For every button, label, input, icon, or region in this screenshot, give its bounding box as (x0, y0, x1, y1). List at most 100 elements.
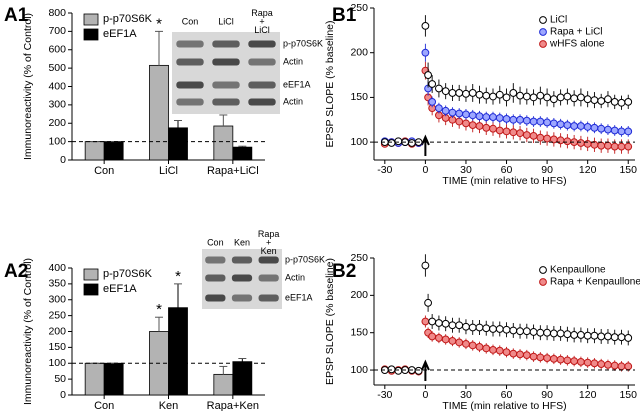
data-point (570, 122, 579, 130)
data-point (509, 128, 518, 137)
data-point (468, 89, 477, 97)
data-point (610, 361, 619, 370)
y-tick-label: 200 (48, 117, 66, 129)
data-point (424, 298, 432, 307)
data-point (509, 326, 518, 335)
data-point (536, 328, 545, 337)
data-point (617, 362, 626, 371)
data-point (428, 97, 437, 106)
y-tick-label: 700 (48, 25, 66, 37)
data-point (424, 71, 432, 79)
data-point (583, 140, 592, 148)
x-tick-label: Rapa+Ken (207, 400, 259, 411)
legend-label: Kenpaullone (550, 265, 606, 276)
data-point (549, 354, 558, 363)
data-point (509, 115, 518, 124)
data-point (610, 97, 619, 106)
data-point (394, 366, 403, 375)
data-point (563, 92, 572, 101)
data-point (489, 92, 497, 101)
data-point (462, 89, 470, 98)
blot-row-label: Actin (285, 272, 305, 282)
data-point (536, 91, 545, 100)
data-point (549, 95, 558, 104)
data-point (610, 333, 619, 342)
data-point (475, 122, 484, 130)
data-point (604, 95, 612, 104)
data-point (610, 126, 619, 135)
data-point (563, 356, 572, 365)
y-tick-label: 800 (48, 7, 66, 19)
panel-label: A1 (4, 5, 29, 26)
data-point (556, 355, 565, 364)
data-point (597, 360, 606, 368)
blot-row-label: eEF1A (283, 79, 311, 89)
data-point (570, 331, 579, 339)
data-point (462, 322, 470, 331)
legend-marker (539, 16, 547, 24)
data-point (529, 328, 538, 336)
data-point (495, 90, 504, 99)
significance-mark: * (156, 15, 162, 32)
data-point (570, 357, 579, 365)
bar (149, 64, 169, 161)
data-point (455, 89, 464, 97)
error-bar (238, 357, 247, 362)
y-tick-label: 600 (48, 44, 66, 56)
legend-marker (539, 278, 547, 286)
data-point (563, 330, 572, 339)
blot-band (231, 294, 253, 302)
legend-label: eEF1A (103, 283, 137, 295)
data-point (624, 97, 633, 106)
y-tick-label: 500 (48, 62, 66, 74)
data-point (462, 340, 470, 348)
data-point (441, 335, 450, 344)
data-point (624, 362, 633, 371)
blot-column-label: Rapa (251, 8, 273, 18)
legend-swatch (83, 13, 99, 26)
y-tick-label: 250 (48, 309, 66, 321)
y-tick-label: 0 (60, 154, 66, 166)
y-tick-label: 200 (48, 325, 66, 337)
blot-band (212, 81, 240, 89)
data-point (441, 319, 450, 328)
data-point (577, 357, 585, 366)
blot-column-label: + (266, 237, 271, 247)
data-point (522, 116, 531, 125)
blot-column-label: Ken (261, 246, 277, 256)
data-point (604, 125, 612, 134)
x-tick-label: 90 (541, 164, 553, 176)
y-tick-label: 400 (48, 80, 66, 92)
data-point (441, 87, 450, 96)
x-tick-label: 0 (422, 164, 428, 176)
data-point (556, 329, 565, 338)
data-point (577, 122, 585, 130)
data-point (455, 109, 464, 118)
data-point (522, 351, 531, 360)
data-point (529, 352, 538, 361)
data-point (624, 127, 633, 136)
significance-mark: * (175, 268, 181, 285)
data-point (502, 114, 511, 123)
data-point (455, 321, 464, 330)
data-point (563, 121, 572, 130)
data-point (482, 324, 491, 333)
y-tick-label: 150 (350, 91, 368, 103)
x-tick-label: Con (94, 165, 114, 177)
data-point (387, 365, 396, 374)
legend-swatch (83, 283, 99, 296)
data-point (448, 89, 457, 97)
data-point (624, 334, 633, 342)
bar (232, 146, 253, 161)
data-point (516, 115, 524, 124)
data-point (570, 94, 579, 103)
hfs-arrow (420, 134, 430, 156)
y-tick-label: 250 (350, 252, 368, 264)
data-point (516, 350, 524, 359)
y-tick-label: 200 (350, 46, 368, 58)
y-tick-label: 0 (60, 389, 66, 401)
data-point (604, 360, 612, 369)
blot-row-label: Actin (283, 56, 303, 66)
data-point (489, 325, 497, 333)
legend-label: Rapa + Kenpaullone (550, 277, 640, 288)
